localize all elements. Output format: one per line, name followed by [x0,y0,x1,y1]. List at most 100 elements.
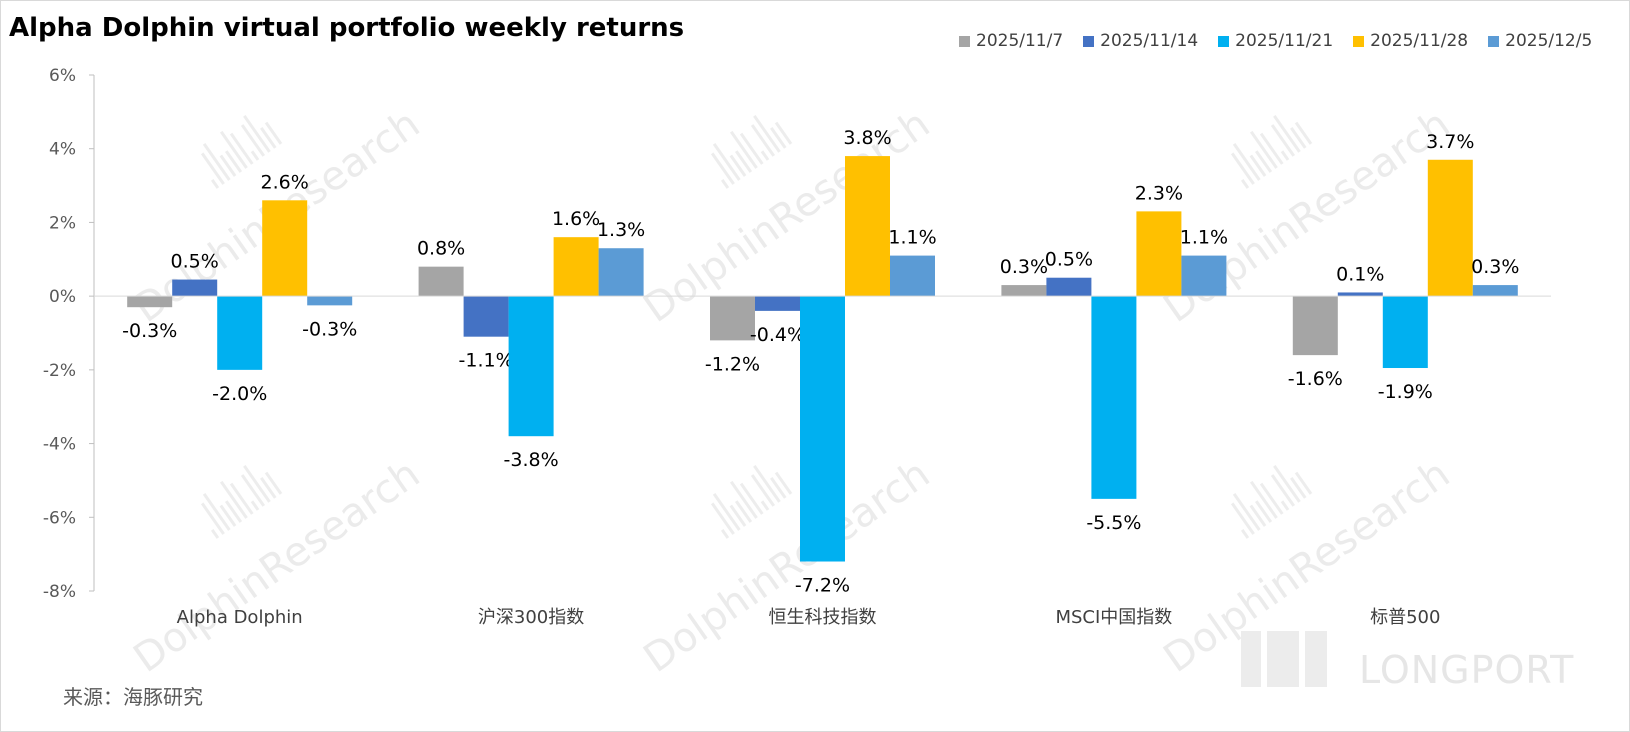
watermark-icon-bar [760,150,770,161]
legend-item: 2025/11/14 [1083,31,1198,51]
watermark-icon-bar [1280,500,1290,511]
logo-icon-bar [1241,631,1261,687]
watermark-icon-bar [750,124,776,157]
watermark-icon-bar [1273,115,1301,153]
watermark-icon-bar [264,471,283,495]
watermark-icon-bar [1290,127,1307,149]
watermark-icon-bar [219,480,248,519]
bar [1337,292,1383,297]
data-label: 1.1% [1180,227,1228,249]
logo-text: LONGPORT [1359,648,1574,692]
bar [418,266,464,297]
watermark-icon-bar [1230,152,1255,185]
data-label: -1.2% [705,353,760,375]
data-label: 1.3% [597,219,645,241]
watermark-icon-bar [1240,178,1250,189]
watermark-icon-bar [225,150,243,173]
data-label: -2.0% [212,383,267,405]
watermark-icon-bar [1249,154,1267,177]
watermark-icon-bar [229,132,254,165]
legend-swatch [1218,35,1230,47]
data-label: 1.6% [552,208,600,230]
legend-swatch [959,35,970,47]
watermark-icon-bar [750,474,776,507]
watermark-icon-bar [225,500,243,523]
x-tick-label: 恒生科技指数 [769,607,877,628]
bar [1046,277,1092,297]
data-label: -1.6% [1288,368,1343,390]
watermark-icon-bar [219,130,248,169]
data-label: 0.5% [1045,249,1093,271]
watermark-icon-bar [712,143,741,181]
watermark-icon-bar [1255,150,1273,173]
watermark-icon-bar [1290,477,1307,499]
watermark-icon-bar [729,504,747,527]
data-label: -5.5% [1086,512,1141,534]
chart-title: Alpha Dolphin virtual portfolio weekly r… [9,13,685,43]
bar [800,296,845,562]
watermark-icon-bar [774,121,793,145]
y-tick-label: 2% [49,213,76,233]
x-tick-label: 沪深300指数 [478,607,584,628]
legend-swatch [1488,35,1500,47]
data-label: -1.9% [1378,381,1433,403]
watermark-icon-bar [202,143,231,181]
watermark-icon-bar [210,178,220,189]
watermark-icon-bar [753,465,781,503]
legend-label: 2025/12/5 [1505,31,1593,51]
bar [262,200,308,297]
legend-label: 2025/11/28 [1370,31,1469,51]
watermark-icon-bar [229,482,254,515]
x-tick-label: Alpha Dolphin [177,607,303,628]
bar [1382,296,1428,369]
watermark-icon-bar [729,130,758,169]
bar [890,255,935,297]
data-label: 0.3% [1471,256,1519,278]
watermark-icon-bar [735,500,753,523]
data-label: 0.1% [1336,263,1384,285]
data-label: -0.3% [302,318,357,340]
watermark: DolphinResearch [126,101,429,332]
y-tick-label: 6% [49,66,76,86]
bar [172,279,218,297]
watermark-icon-bar [1232,493,1261,531]
data-label: 3.7% [1426,131,1474,153]
watermark-icon-bar [1255,500,1273,523]
data-label: -1.1% [459,350,514,372]
watermark-icon-bar [200,152,225,185]
legend-swatch [1353,35,1365,47]
data-label: -7.2% [795,575,850,597]
watermark-icon-bar [1259,482,1284,515]
watermark-icon-bar [240,124,266,157]
watermark-icon-bar [720,528,730,539]
legend-item: 2025/11/7 [959,31,1063,51]
data-label: 2.3% [1135,182,1183,204]
watermark-icon-bar [735,150,753,173]
watermark-icon-bar [1294,121,1313,145]
bar [755,296,800,311]
watermark-icon-bar [712,493,741,531]
bar [307,296,353,306]
watermark-icon-bar [1240,528,1250,539]
watermark-icon-bar [1249,480,1278,519]
y-tick-label: -8% [43,582,76,602]
watermark-icon-bar [250,500,260,511]
x-tick-label: 标普500 [1370,607,1440,628]
data-label: 1.1% [888,227,936,249]
watermark-icon-bar [219,154,237,177]
watermark-icon-bar [260,477,277,499]
watermark-icon-bar [729,154,747,177]
data-label: -3.8% [504,449,559,471]
data-label: -0.4% [750,324,805,346]
watermark-icon-bar [200,502,225,535]
watermark-icon-bar [720,178,730,189]
bar [1136,211,1182,297]
legend-item: 2025/11/21 [1218,31,1333,51]
watermark-icon-bar [1273,465,1301,503]
bar [1181,255,1227,297]
watermark-icon-bar [760,500,770,511]
logo-icon-bar [1305,631,1327,687]
bar [1292,296,1338,356]
